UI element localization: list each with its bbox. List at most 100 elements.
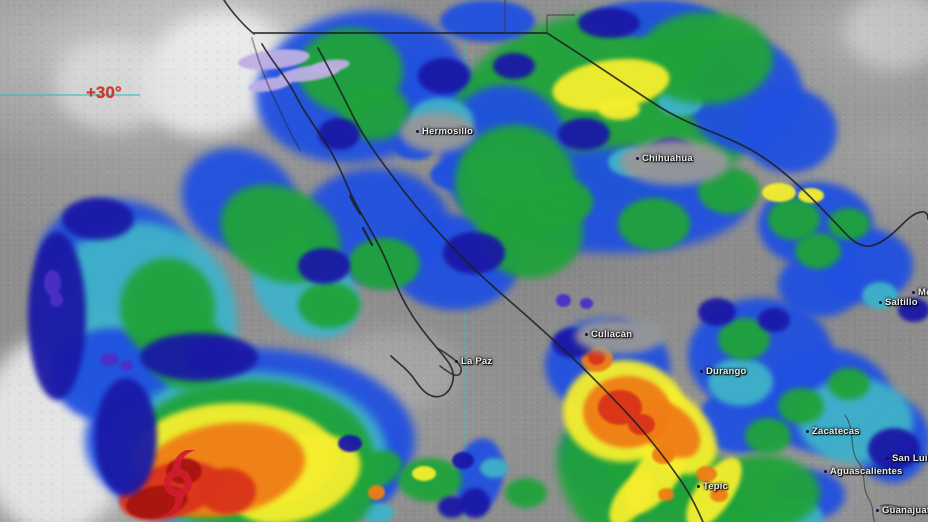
city-name: Guanajuat bbox=[882, 505, 928, 516]
precip-blob-gr bbox=[348, 238, 420, 290]
city-marker-dot bbox=[806, 430, 809, 433]
latitude-line bbox=[0, 94, 140, 96]
city-name: Durango bbox=[706, 366, 747, 377]
city-name: Aguascalientes bbox=[830, 466, 903, 477]
precip-blob-db bbox=[898, 298, 928, 322]
precip-blob-or bbox=[710, 488, 728, 502]
city-name: Saltillo bbox=[885, 297, 918, 308]
precip-blob-or bbox=[658, 488, 674, 501]
precip-blob-rd bbox=[198, 468, 256, 514]
precip-blob-gp bbox=[575, 318, 665, 354]
precip-blob-db bbox=[698, 298, 736, 326]
city-marker-dot bbox=[585, 333, 588, 336]
precip-blob-gr bbox=[618, 198, 690, 250]
precip-blob-ye bbox=[762, 183, 796, 202]
precip-blob-vi bbox=[50, 292, 63, 307]
precip-blob-vi bbox=[120, 360, 133, 371]
precip-blob-gp bbox=[620, 140, 730, 185]
precip-blob-db bbox=[418, 58, 470, 94]
precip-blob-gr bbox=[528, 178, 593, 226]
precip-blob-db bbox=[28, 232, 86, 400]
city-label: Mo bbox=[912, 287, 928, 298]
latitude-label: +30° bbox=[86, 83, 122, 102]
city-label: San Luis P bbox=[886, 453, 928, 464]
california-coastline bbox=[223, 0, 255, 35]
precip-blob-gr bbox=[828, 368, 870, 400]
precip-blob-db bbox=[493, 53, 535, 79]
gulf-islands bbox=[348, 194, 374, 247]
city-name: Zacatecas bbox=[812, 426, 860, 437]
city-name: San Luis P bbox=[892, 453, 928, 464]
precip-blob-db bbox=[318, 118, 360, 150]
state-border bbox=[546, 14, 575, 33]
precip-blob-cy bbox=[480, 458, 508, 478]
precip-blob-vi bbox=[556, 294, 571, 307]
state-border bbox=[879, 504, 923, 512]
precip-blob-db bbox=[185, 342, 237, 372]
precip-blob-db bbox=[578, 8, 640, 38]
city-name: Hermosillo bbox=[422, 126, 474, 137]
precip-blob-gp bbox=[400, 112, 475, 152]
city-marker-dot bbox=[886, 457, 889, 460]
precip-blob-ye bbox=[412, 466, 436, 481]
city-marker-dot bbox=[879, 301, 882, 304]
precip-blob-cy bbox=[862, 282, 898, 309]
precip-blob-gr bbox=[745, 418, 791, 454]
precip-blob-db bbox=[62, 198, 134, 240]
city-label: Culiacán bbox=[585, 329, 632, 340]
precip-blob-db bbox=[558, 118, 610, 150]
city-marker-dot bbox=[912, 291, 915, 294]
city-label: Aguascalientes bbox=[824, 466, 903, 477]
city-label: Saltillo bbox=[879, 297, 918, 308]
precip-blob-bl bbox=[440, 0, 535, 42]
city-label: La Paz bbox=[455, 356, 492, 367]
city-marker-dot bbox=[416, 130, 419, 133]
precip-blob-db bbox=[95, 378, 157, 496]
precip-blob-db bbox=[452, 452, 474, 469]
precip-blob-gr bbox=[795, 233, 841, 269]
city-label: Hermosillo bbox=[416, 126, 473, 137]
city-label: Zacatecas bbox=[806, 426, 860, 437]
city-label: Tepic bbox=[697, 481, 728, 492]
mainland-coastline bbox=[317, 47, 704, 522]
precip-blob-rd bbox=[628, 414, 655, 435]
city-name: Mo bbox=[918, 287, 928, 298]
city-name: Culiacán bbox=[591, 329, 633, 340]
rio-grande-border bbox=[546, 32, 928, 247]
tropical-cyclone-icon bbox=[157, 450, 199, 516]
precip-blob-gr bbox=[298, 282, 360, 328]
city-marker-dot bbox=[700, 370, 703, 373]
city-name: Tepic bbox=[703, 481, 729, 492]
precip-blob-db bbox=[438, 496, 466, 518]
precip-blob-db bbox=[443, 232, 505, 274]
city-name: Chihuahua bbox=[642, 153, 693, 164]
precip-blob-vi bbox=[44, 270, 61, 296]
city-label: Durango bbox=[700, 366, 746, 377]
baja-coastline bbox=[261, 43, 455, 398]
precip-blob-gr bbox=[398, 458, 462, 502]
baja-west-coast bbox=[251, 37, 301, 151]
city-marker-dot bbox=[824, 470, 827, 473]
precip-blob-vi bbox=[100, 353, 119, 366]
precip-blob-gr bbox=[778, 388, 824, 424]
state-border bbox=[844, 414, 876, 522]
city-marker-dot bbox=[697, 485, 700, 488]
precip-blob-db bbox=[868, 428, 920, 470]
city-label: Chihuahua bbox=[636, 153, 693, 164]
city-marker-dot bbox=[455, 360, 458, 363]
precip-blob-or bbox=[696, 466, 717, 482]
precip-blob-gr bbox=[505, 478, 547, 508]
precip-blob-vi bbox=[580, 298, 593, 309]
precip-blob-ye bbox=[598, 98, 640, 120]
precip-blob-cy bbox=[708, 358, 773, 406]
city-marker-dot bbox=[636, 157, 639, 160]
precip-blob-rd bbox=[588, 350, 605, 365]
precip-blob-or bbox=[368, 485, 385, 500]
precip-blob-db bbox=[338, 435, 362, 452]
precip-blob-db bbox=[758, 308, 790, 332]
precip-blob-bl bbox=[742, 88, 837, 173]
